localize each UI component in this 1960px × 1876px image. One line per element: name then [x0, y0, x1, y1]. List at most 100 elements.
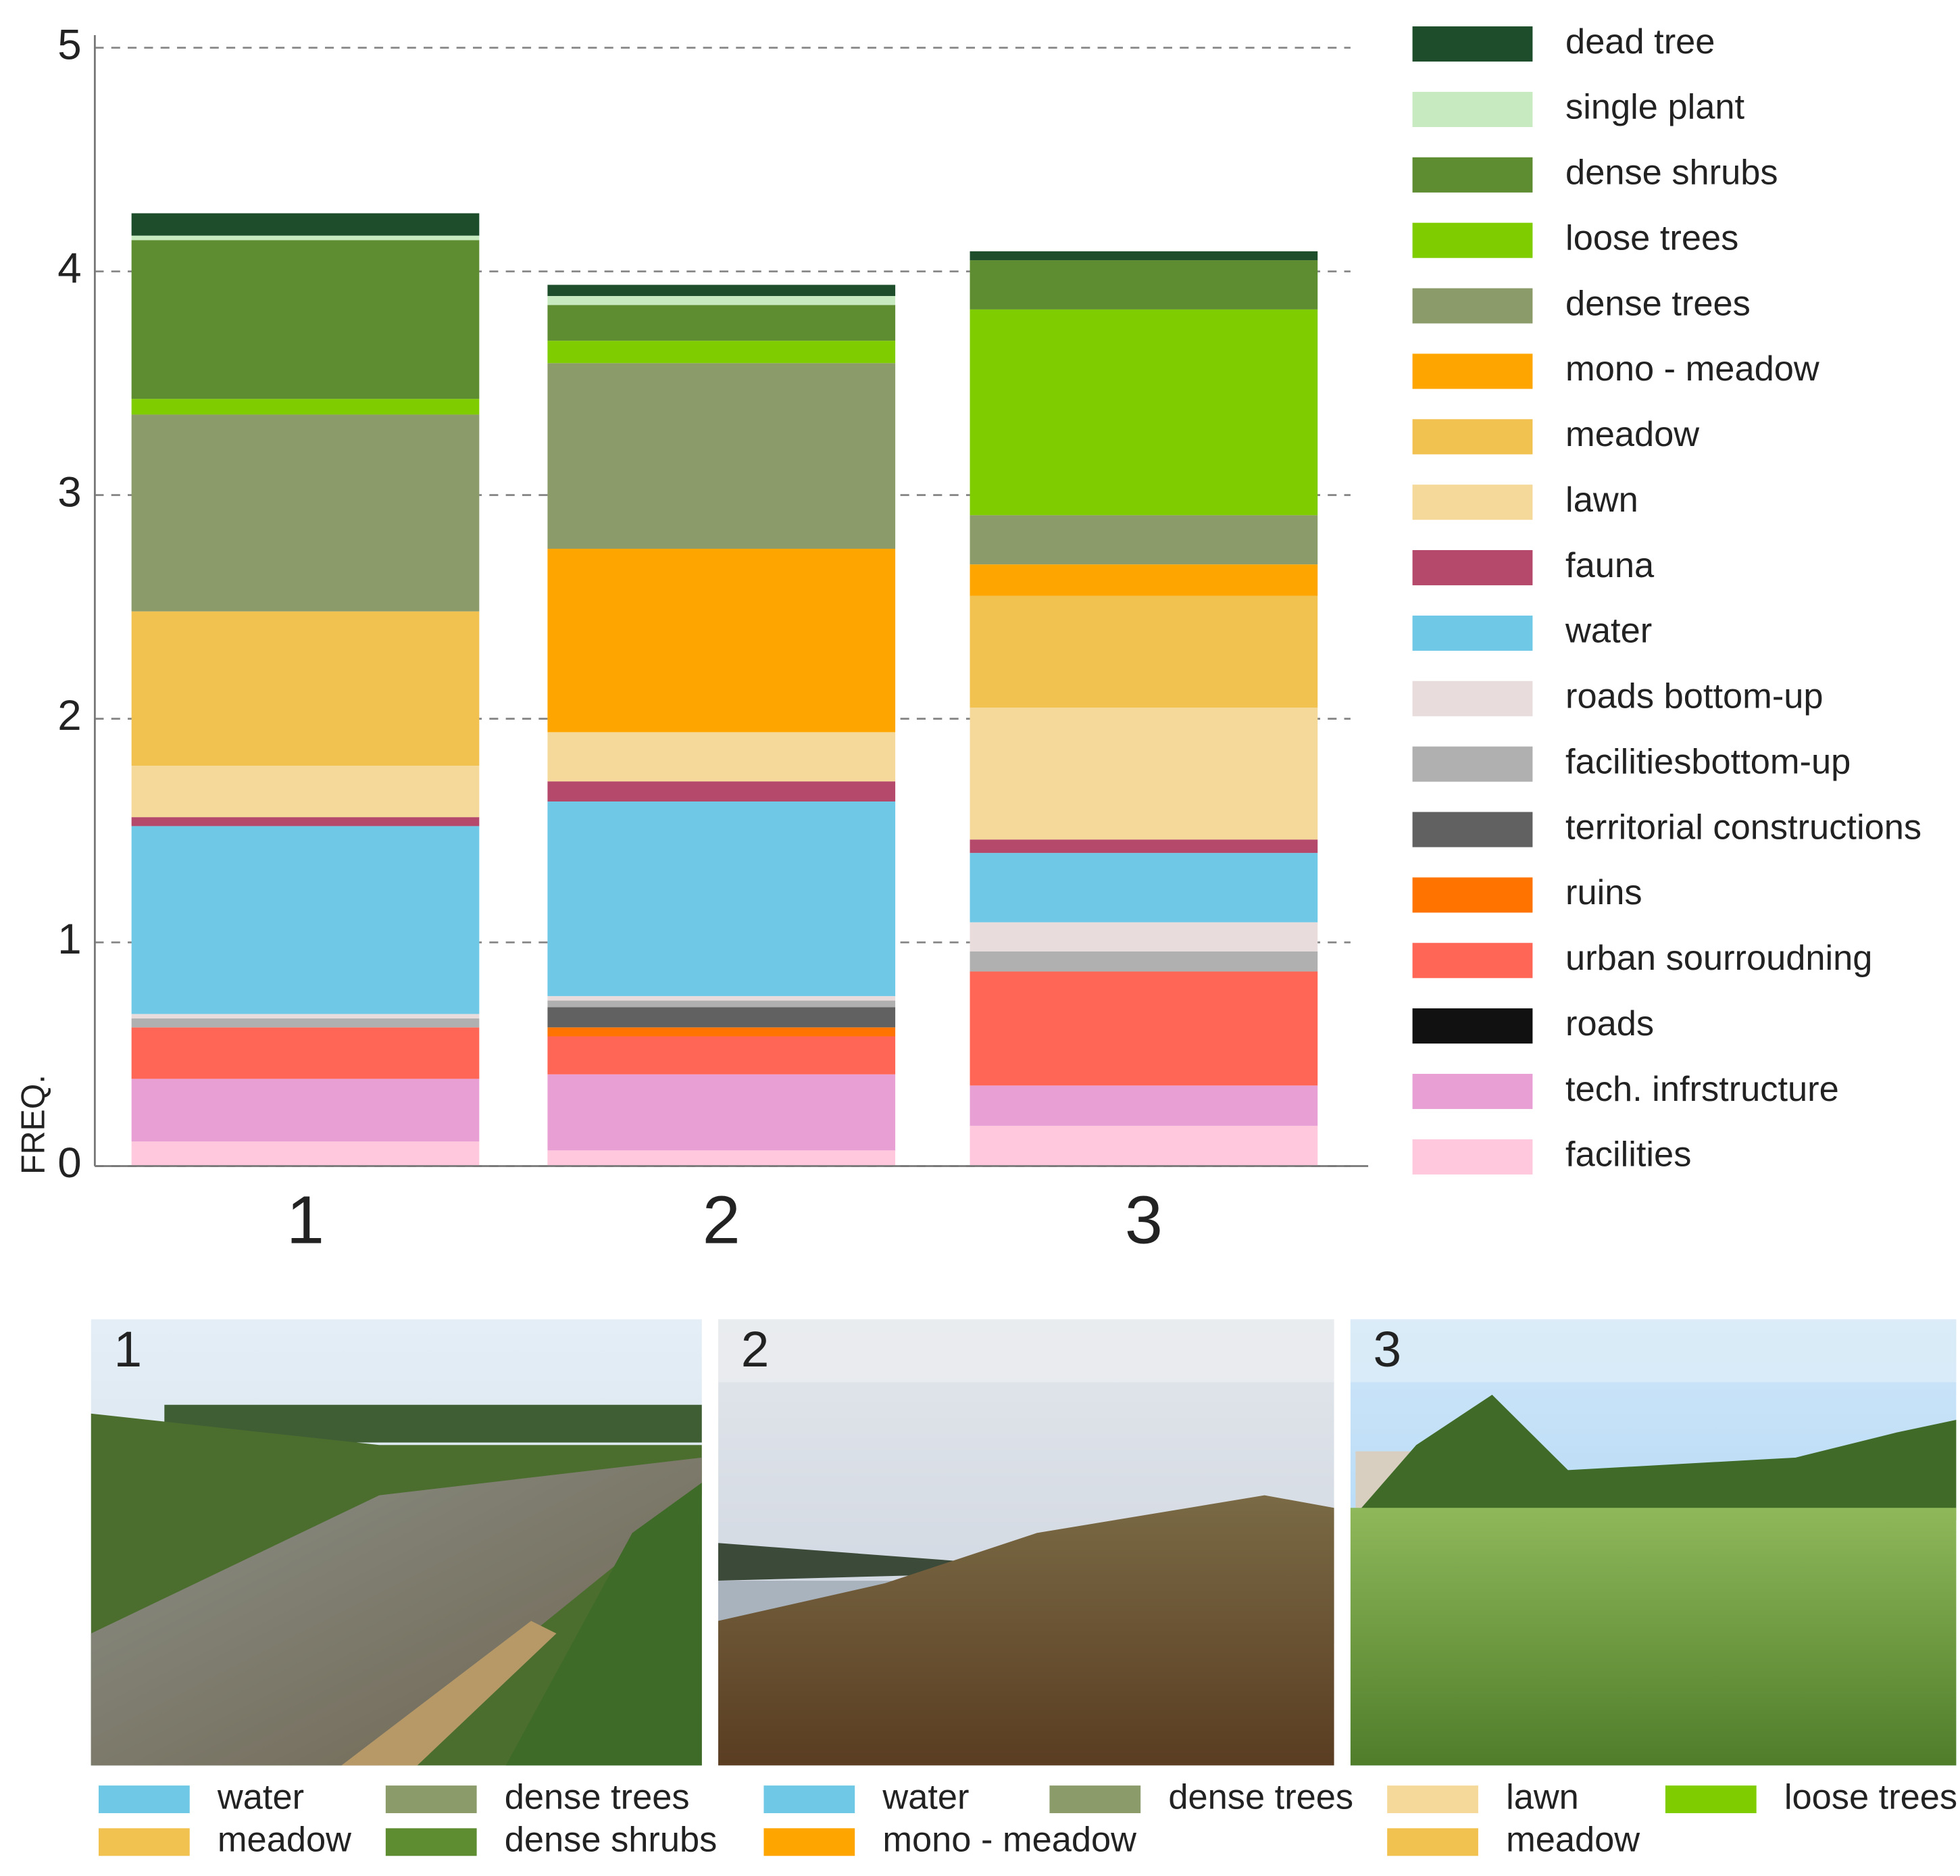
legend-swatch — [1412, 157, 1533, 193]
bar-segment — [547, 995, 896, 1001]
legend-swatch — [1412, 91, 1533, 127]
photo-3 — [1350, 1319, 1957, 1766]
bar-segment — [970, 853, 1318, 922]
legend-label: single plant — [1565, 88, 1745, 127]
y-axis-label: FREQ. — [15, 1075, 51, 1175]
legend-label: water — [1565, 612, 1652, 651]
bar-segment — [547, 1027, 896, 1037]
y-tick-label: 5 — [57, 22, 81, 69]
bar-segment — [970, 1085, 1318, 1126]
bar-segment — [970, 309, 1318, 516]
bar-segment — [547, 1007, 896, 1028]
bar-segment — [970, 839, 1318, 854]
bar-segment — [970, 971, 1318, 1086]
bar-segment — [547, 305, 896, 341]
bar-segment — [547, 341, 896, 364]
bar-segment — [131, 1079, 480, 1142]
bar-segment — [131, 1141, 480, 1166]
photo-label: 2 — [741, 1320, 770, 1377]
legend-swatch — [1412, 812, 1533, 847]
legend-swatch — [1412, 288, 1533, 324]
bar-segment — [547, 285, 896, 297]
legend-label: meadow — [1565, 415, 1699, 454]
bar-segment — [970, 260, 1318, 310]
bar-segment — [547, 1074, 896, 1151]
photo-legend-swatch — [385, 1785, 477, 1814]
legend-label: fauna — [1565, 546, 1655, 585]
bar-segment — [970, 951, 1318, 972]
bar-segment — [547, 363, 896, 549]
photo-legend-swatch — [1387, 1828, 1478, 1856]
photo-2 — [718, 1319, 1334, 1766]
bar-segment — [131, 766, 480, 818]
legend-swatch — [1412, 222, 1533, 258]
photo-label: 3 — [1374, 1320, 1402, 1377]
bar-segment — [547, 1000, 896, 1008]
photo-legend-label: meadow — [1506, 1821, 1640, 1860]
photo-legend-swatch — [385, 1828, 477, 1856]
legend-label: territorial constructions — [1565, 808, 1921, 847]
x-tick-label: 1 — [286, 1183, 324, 1258]
photo-1 — [91, 1319, 702, 1766]
bar-segment — [970, 251, 1318, 261]
photo-legend-label: loose trees — [1784, 1777, 1957, 1817]
bar-segment — [131, 826, 480, 1014]
legend-swatch — [1412, 353, 1533, 389]
legend-label: roads — [1565, 1004, 1654, 1043]
bar-segment — [547, 296, 896, 305]
photos — [91, 1319, 1957, 1766]
bar-segment — [970, 707, 1318, 840]
legend-label: facilitiesbottom-up — [1565, 743, 1851, 782]
legend-swatch — [1412, 681, 1533, 716]
photo-legend-label: water — [882, 1777, 969, 1817]
legend-swatch — [1412, 419, 1533, 455]
legend-label: roads bottom-up — [1565, 677, 1823, 716]
bar-segment — [547, 801, 896, 996]
photo-legend-swatch — [763, 1828, 855, 1856]
bar-segment — [547, 1036, 896, 1075]
bar-segment — [131, 235, 480, 241]
legend-swatch — [1412, 1073, 1533, 1110]
bar-segment — [970, 515, 1318, 565]
legend-swatch — [1412, 550, 1533, 586]
legend-swatch — [1412, 877, 1533, 913]
bar-segment — [131, 414, 480, 612]
bar-segment — [131, 611, 480, 766]
x-tick-label: 2 — [703, 1183, 740, 1258]
bar-segment — [970, 922, 1318, 952]
photo-legend-swatch — [763, 1785, 855, 1814]
photo-legend-swatch — [1665, 1785, 1757, 1814]
bar-segment — [970, 564, 1318, 596]
legend-label: urban sourroudning — [1565, 939, 1872, 978]
y-tick-label: 3 — [57, 468, 81, 516]
photo-legend-label: dense trees — [505, 1777, 690, 1817]
legend-label: facilities — [1565, 1135, 1691, 1175]
legend-swatch — [1412, 615, 1533, 651]
photo-legend-swatch — [98, 1785, 190, 1814]
photo-legend-label: lawn — [1506, 1777, 1579, 1817]
bar-segment — [131, 1027, 480, 1079]
photo-legend-label: meadow — [218, 1821, 351, 1860]
bar-segment — [547, 781, 896, 802]
legend-swatch — [1412, 746, 1533, 782]
bar-segment — [131, 1014, 480, 1019]
legend-label: mono - meadow — [1565, 349, 1819, 389]
bar-segment — [131, 213, 480, 236]
photo-legend-swatch — [1049, 1785, 1141, 1814]
bar-segment — [547, 1150, 896, 1166]
legend-label: loose trees — [1565, 219, 1738, 258]
photo-legend-swatch — [1387, 1785, 1478, 1814]
legend-label: ruins — [1565, 873, 1642, 912]
photo-legend-label: dense shrubs — [505, 1821, 718, 1860]
legend-swatch — [1412, 485, 1533, 520]
legend-label: dense shrubs — [1565, 153, 1778, 193]
photo-legend-label: mono - meadow — [882, 1821, 1136, 1860]
legend-swatch — [1412, 26, 1533, 62]
bar-segment — [547, 732, 896, 782]
y-tick-label: 1 — [57, 916, 81, 963]
y-tick-label: 2 — [57, 692, 81, 739]
y-tick-label: 4 — [57, 245, 81, 292]
legend-label: tech. infrstructure — [1565, 1070, 1839, 1109]
x-tick-label: 3 — [1125, 1183, 1163, 1258]
